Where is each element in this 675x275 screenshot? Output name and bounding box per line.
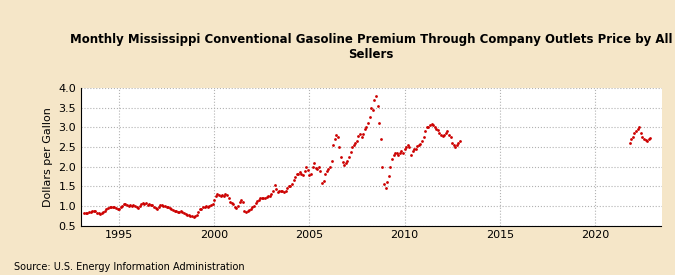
Text: Monthly Mississippi Conventional Gasoline Premium Through Company Outlets Price : Monthly Mississippi Conventional Gasolin… — [70, 33, 672, 61]
Text: Source: U.S. Energy Information Administration: Source: U.S. Energy Information Administ… — [14, 262, 244, 272]
Y-axis label: Dollars per Gallon: Dollars per Gallon — [43, 107, 53, 207]
